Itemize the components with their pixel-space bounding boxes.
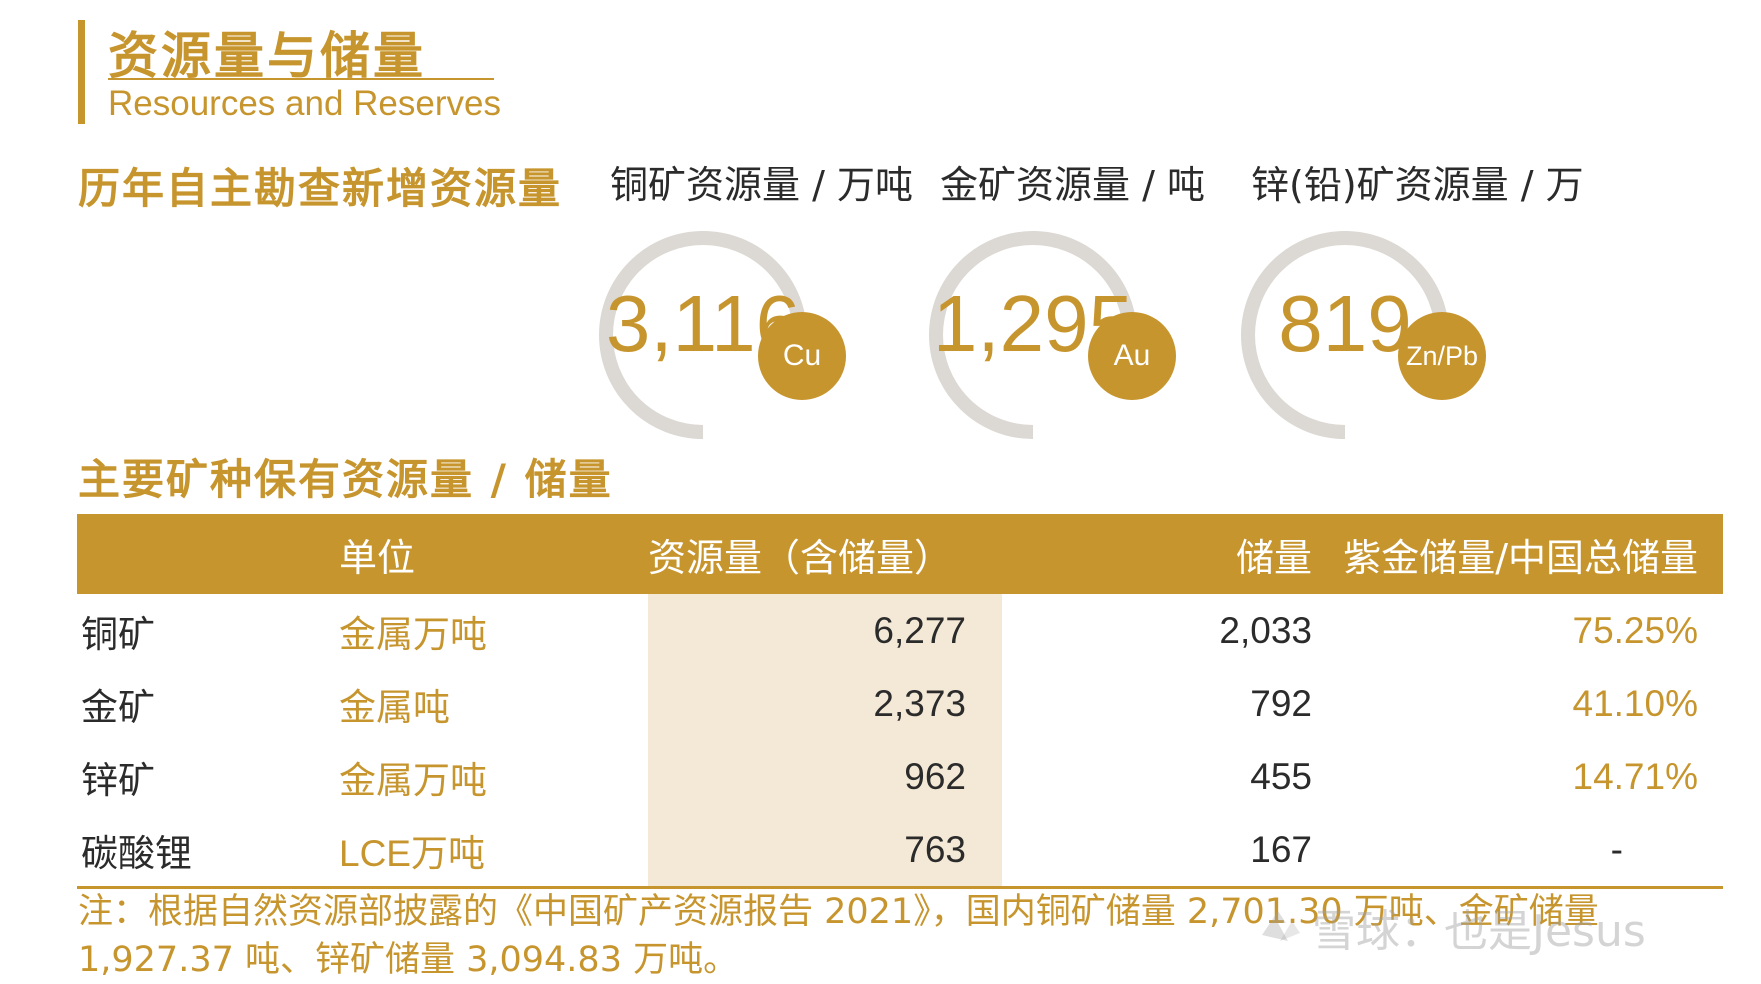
table-row: 碳酸锂 LCE万吨 763 167 -: [77, 813, 1723, 889]
snowball-logo-icon: [1262, 911, 1300, 941]
footnote-line-1: 注：根据自然资源部披露的《中国矿产资源报告 2021》，国内铜矿储量 2,701…: [78, 892, 1599, 932]
zinc-badge: Zn/Pb: [1398, 312, 1486, 400]
copper-badge: Cu: [758, 312, 846, 400]
row-unit: 金属万吨: [339, 759, 487, 801]
column-header-name: [77, 514, 339, 594]
row-reserves: 167: [1002, 813, 1337, 889]
row-mineral: 锌矿: [81, 758, 155, 802]
zinc-metric-label: 锌(铅)矿资源量 / 万: [1251, 163, 1584, 207]
gold-badge: Au: [1088, 312, 1176, 400]
zinc-metric-value: 819: [1278, 279, 1412, 368]
footnote: 注：根据自然资源部披露的《中国矿产资源报告 2021》，国内铜矿储量 2,701…: [78, 888, 1728, 984]
row-resources: 6,277: [648, 594, 1002, 667]
row-mineral: 碳酸锂: [77, 813, 339, 889]
row-share: -: [1337, 813, 1723, 889]
table-row: 锌矿 金属万吨 962 455 14.71%: [77, 740, 1723, 813]
page-subtitle: Resources and Reserves: [108, 84, 501, 123]
row-reserves: 2,033: [1219, 609, 1312, 651]
table-header-row: 单位 资源量（含储量） 储量 紫金储量/中国总储量: [77, 514, 1723, 594]
row-unit: LCE万吨: [339, 813, 648, 889]
row-reserves: 455: [1250, 755, 1312, 797]
footnote-line-2: 1,927.37 吨、锌矿储量 3,094.83 万吨。: [78, 940, 739, 980]
column-header-reserves: 储量: [1002, 514, 1337, 594]
copper-metric-label: 铜矿资源量 / 万吨: [610, 163, 913, 207]
table-row: 金矿 金属吨 2,373 792 41.10%: [77, 667, 1723, 740]
table-row: 铜矿 金属万吨 6,277 2,033 75.25%: [77, 594, 1723, 667]
row-mineral: 铜矿: [81, 612, 155, 656]
row-share: 75.25%: [1572, 609, 1699, 651]
column-header-resources: 资源量（含储量）: [648, 514, 1002, 594]
title-divider: [108, 78, 494, 80]
watermark-text: 雪球：也是Jesus: [1312, 906, 1646, 957]
reserves-table: 单位 资源量（含储量） 储量 紫金储量/中国总储量 铜矿 金属万吨 6,277 …: [77, 514, 1723, 889]
row-unit: 金属吨: [339, 686, 450, 728]
reserves-heading: 主要矿种保有资源量 / 储量: [78, 455, 613, 504]
row-share: 14.71%: [1572, 755, 1699, 797]
row-resources: 962: [648, 740, 1002, 813]
row-reserves: 792: [1250, 682, 1312, 724]
new-resources-heading: 历年自主勘查新增资源量: [78, 164, 563, 213]
gold-metric-label: 金矿资源量 / 吨: [940, 163, 1205, 207]
row-share: 41.10%: [1572, 682, 1699, 724]
column-header-unit: 单位: [339, 514, 648, 594]
row-resources: 2,373: [648, 667, 1002, 740]
title-accent-bar: [78, 20, 85, 124]
row-resources: 763: [648, 813, 1002, 889]
row-unit: 金属万吨: [339, 613, 487, 655]
page-title: 资源量与储量: [108, 27, 426, 85]
column-header-share: 紫金储量/中国总储量: [1337, 514, 1723, 594]
row-mineral: 金矿: [81, 685, 155, 729]
